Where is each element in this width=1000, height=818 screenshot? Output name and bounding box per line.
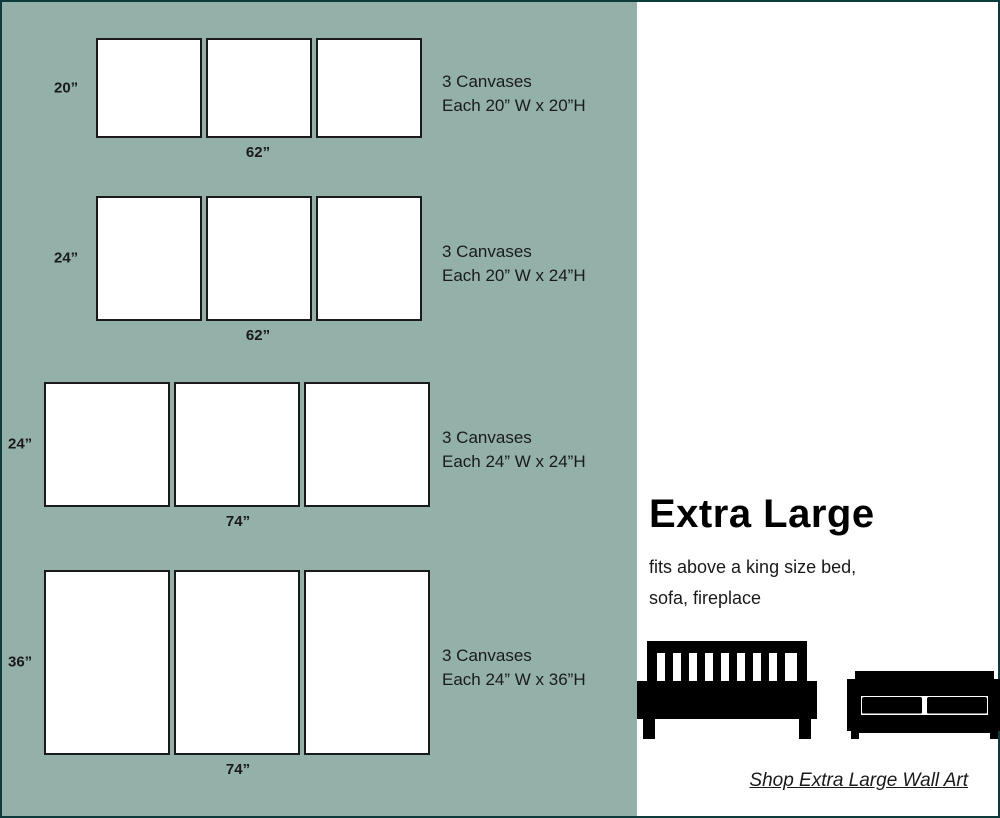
width-label-3: 74”	[226, 513, 250, 530]
canvas-desc-4: 3 Canvases Each 24” W x 36”H	[442, 644, 586, 692]
height-label-3: 24”	[8, 436, 32, 453]
canvas-set-4	[44, 570, 430, 755]
sofa-icon	[847, 671, 1000, 741]
canvas-desc-2: 3 Canvases Each 20” W x 24”H	[442, 240, 586, 288]
infographic-frame: 20” 62” 3 Canvases Each 20” W x 20”H 24”…	[0, 0, 1000, 818]
canvas	[174, 382, 300, 507]
bed-icon	[637, 641, 817, 741]
desc-line2: Each 20” W x 24”H	[442, 266, 586, 285]
canvas-row	[44, 382, 430, 507]
canvas-set-1	[96, 38, 422, 138]
size-title: Extra Large	[649, 492, 875, 537]
canvas	[44, 382, 170, 507]
width-label-4: 74”	[226, 761, 250, 778]
desc-line2: Each 24” W x 24”H	[442, 452, 586, 471]
width-label-1: 62”	[246, 144, 270, 161]
canvas	[174, 570, 300, 755]
canvas	[316, 38, 422, 138]
canvas	[206, 196, 312, 321]
canvas	[316, 196, 422, 321]
subtitle-line2: sofa, fireplace	[649, 588, 761, 608]
canvas-desc-1: 3 Canvases Each 20” W x 20”H	[442, 70, 586, 118]
height-label-4: 36”	[8, 654, 32, 671]
canvas	[304, 570, 430, 755]
desc-line1: 3 Canvases	[442, 646, 532, 665]
canvas	[96, 38, 202, 138]
canvas-desc-3: 3 Canvases Each 24” W x 24”H	[442, 426, 586, 474]
size-subtitle: fits above a king size bed, sofa, firepl…	[649, 552, 856, 613]
canvas	[96, 196, 202, 321]
furniture-icons	[637, 641, 1000, 741]
desc-line2: Each 24” W x 36”H	[442, 670, 586, 689]
canvas-set-2	[96, 196, 422, 321]
width-label-2: 62”	[246, 327, 270, 344]
desc-line1: 3 Canvases	[442, 242, 532, 261]
desc-line1: 3 Canvases	[442, 72, 532, 91]
info-panel: Extra Large fits above a king size bed, …	[637, 2, 998, 816]
canvas-size-panel: 20” 62” 3 Canvases Each 20” W x 20”H 24”…	[2, 2, 637, 816]
canvas-row	[96, 38, 422, 138]
desc-line2: Each 20” W x 20”H	[442, 96, 586, 115]
subtitle-line1: fits above a king size bed,	[649, 557, 856, 577]
height-label-2: 24”	[54, 250, 78, 267]
canvas	[304, 382, 430, 507]
shop-link[interactable]: Shop Extra Large Wall Art	[749, 770, 968, 792]
canvas	[44, 570, 170, 755]
height-label-1: 20”	[54, 80, 78, 97]
canvas-row	[96, 196, 422, 321]
canvas	[206, 38, 312, 138]
canvas-row	[44, 570, 430, 755]
desc-line1: 3 Canvases	[442, 428, 532, 447]
canvas-set-3	[44, 382, 430, 507]
